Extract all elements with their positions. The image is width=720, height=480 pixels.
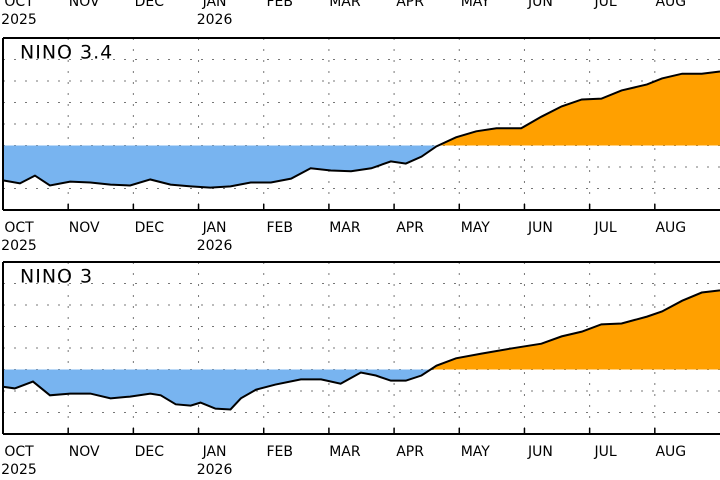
year-label: 2025	[1, 462, 37, 478]
line	[2, 70, 720, 189]
x-tick-label: DEC	[135, 444, 165, 460]
x-tick-label: MAR	[329, 0, 361, 10]
x-tick-label: JUN	[527, 220, 553, 236]
x-tick-label: FEB	[266, 0, 293, 10]
x-tick-label: FEB	[266, 444, 293, 460]
x-tick-label: JAN	[202, 444, 227, 460]
x-tick-label: DEC	[135, 0, 165, 10]
positive-area	[3, 71, 720, 146]
x-tick-label: OCT	[4, 220, 34, 236]
x-tick-label: AUG	[655, 444, 686, 460]
x-tick-label: OCT	[4, 0, 34, 10]
x-tick-label: APR	[396, 0, 424, 10]
x-tick-label: APR	[396, 444, 424, 460]
x-tick-label: JUN	[527, 444, 553, 460]
x-tick-label: MAR	[329, 220, 361, 236]
x-tick-label: JAN	[202, 220, 227, 236]
x-tick-label: JUL	[594, 444, 617, 460]
year-label: 2025	[1, 238, 37, 254]
x-tick-label: NOV	[69, 220, 100, 236]
x-tick-label: NOV	[69, 444, 100, 460]
panel-title: NINO 3	[20, 266, 93, 288]
positive-area	[3, 290, 720, 370]
x-tick-label: AUG	[655, 220, 686, 236]
x-tick-label: AUG	[655, 0, 686, 10]
x-tick-label: NOV	[69, 0, 100, 10]
x-tick-label: FEB	[266, 220, 293, 236]
x-tick-label: JUL	[594, 220, 617, 236]
year-label: 2026	[197, 238, 233, 254]
year-label: 2026	[197, 12, 233, 28]
negative-area	[3, 369, 720, 410]
x-tick-label: MAR	[329, 444, 361, 460]
panel-title: NINO 3.4	[20, 42, 113, 64]
x-tick-label: APR	[396, 220, 424, 236]
x-tick-label: JAN	[202, 0, 227, 10]
year-label: 2025	[1, 12, 37, 28]
x-tick-label: MAY	[461, 0, 491, 10]
x-tick-label: MAY	[461, 220, 491, 236]
x-tick-label: DEC	[135, 220, 165, 236]
x-tick-label: OCT	[4, 444, 34, 460]
x-tick-label: JUN	[527, 0, 553, 10]
year-label: 2026	[197, 462, 233, 478]
line	[2, 289, 720, 411]
x-tick-label: MAY	[461, 444, 491, 460]
x-tick-label: JUL	[594, 0, 617, 10]
negative-area	[3, 145, 720, 188]
